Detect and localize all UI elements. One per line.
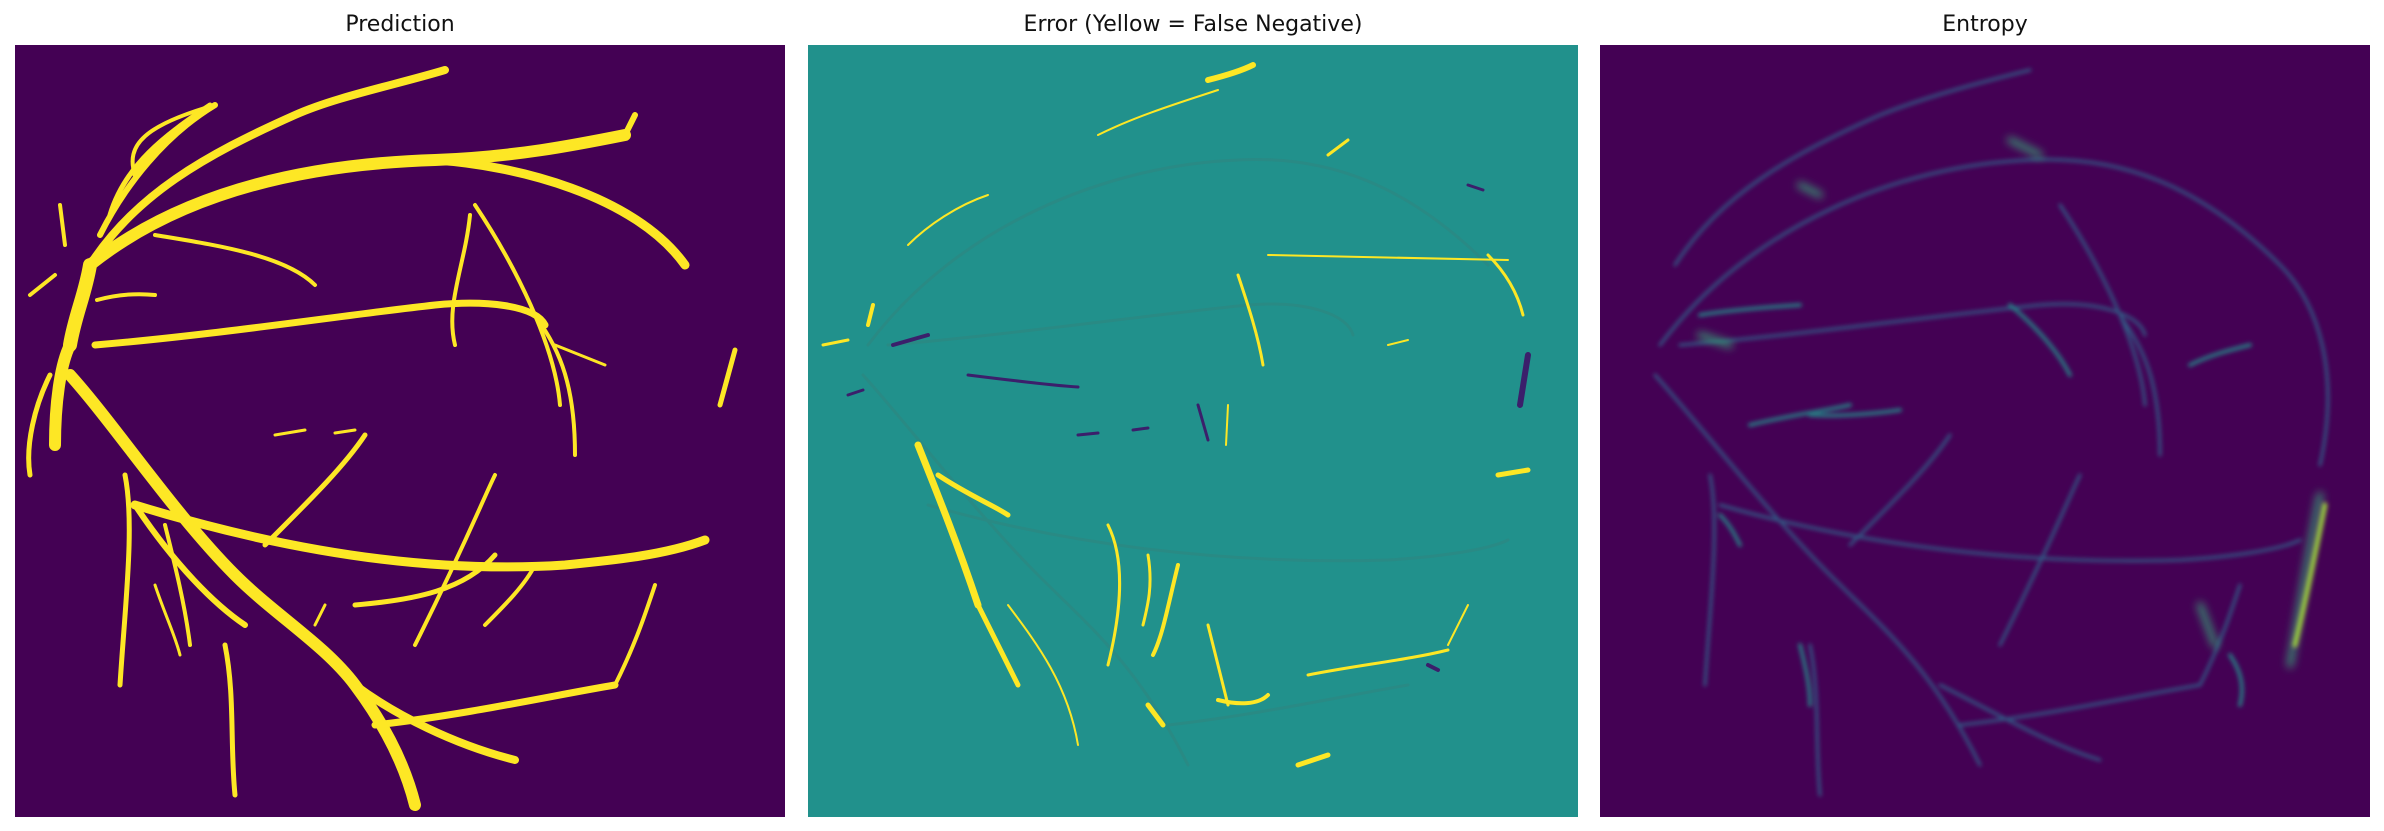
error-image — [808, 45, 1578, 817]
entropy-map — [1600, 45, 2370, 817]
prediction-image — [15, 45, 785, 817]
error-map — [808, 45, 1578, 817]
entropy-image — [1600, 45, 2370, 817]
error-panel-title: Error (Yellow = False Negative) — [1023, 12, 1363, 37]
entropy-panel-title: Entropy — [1942, 12, 2028, 37]
prediction-panel-title: Prediction — [345, 12, 455, 37]
prediction-vessel-map — [15, 45, 785, 817]
